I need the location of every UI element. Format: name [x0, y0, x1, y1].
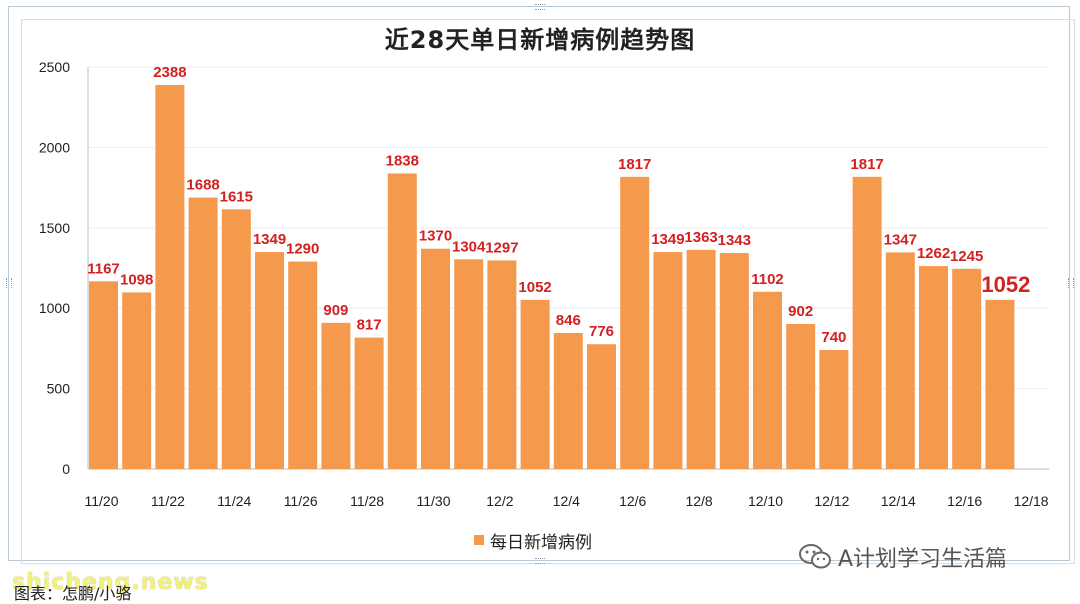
legend-swatch — [474, 535, 484, 545]
bar — [188, 197, 218, 470]
y-tick-label: 2500 — [39, 59, 70, 75]
x-tick-label: 12/12 — [814, 493, 849, 509]
chart-title: 近28天单日新增病例趋势图 — [384, 26, 696, 54]
watermark-text: A计划学习生活篇 — [838, 547, 1008, 572]
chart-frame-inner — [21, 19, 1075, 564]
x-tick-label: 12/10 — [748, 493, 783, 509]
bar — [852, 176, 882, 469]
bar — [421, 248, 450, 469]
data-label: 740 — [821, 329, 846, 346]
data-label: 1817 — [618, 156, 651, 173]
bar — [786, 323, 816, 469]
data-label: 1349 — [253, 231, 286, 248]
bar — [89, 281, 118, 469]
data-label: 1349 — [651, 231, 684, 248]
y-tick-label: 1500 — [39, 220, 70, 236]
y-tick-label: 500 — [47, 381, 71, 397]
data-label: 846 — [556, 312, 581, 329]
data-label: 1304 — [452, 238, 486, 255]
watermark: A计划学习生活篇 — [798, 540, 1007, 574]
bar — [885, 252, 915, 469]
bars — [89, 85, 1015, 470]
x-tick-label: 11/26 — [284, 493, 318, 509]
data-label: 1688 — [186, 177, 219, 194]
resize-handle-top[interactable] — [535, 4, 545, 10]
bar — [487, 260, 517, 469]
site-watermark: shicheng.news — [12, 570, 209, 595]
data-label: 1363 — [684, 229, 717, 246]
x-tick-label: 12/6 — [619, 493, 646, 509]
bar — [122, 292, 152, 469]
x-tick-label: 12/2 — [486, 493, 513, 509]
y-tick-label: 0 — [62, 461, 70, 477]
bar — [321, 322, 351, 469]
data-label: 1838 — [386, 152, 419, 169]
data-label: 1052 — [981, 272, 1030, 297]
data-label: 1102 — [751, 271, 784, 288]
data-label: 1262 — [917, 245, 950, 262]
bar — [653, 252, 683, 469]
data-label: 2388 — [153, 64, 186, 81]
bar — [553, 332, 583, 469]
legend: 每日新增病例 — [474, 528, 592, 553]
x-tick-label: 12/4 — [553, 493, 580, 509]
data-label: 1343 — [718, 232, 751, 249]
data-labels: 1167109823881688161513491290909817183813… — [87, 64, 1030, 346]
x-tick-labels: 11/20 11/22 11/24 11/26 11/28 11/30 12/2 12/4 12… — [85, 493, 1049, 509]
bar — [620, 176, 650, 469]
bar — [255, 252, 284, 469]
bar — [221, 209, 251, 470]
data-label: 817 — [357, 317, 382, 334]
y-tick-labels: 0 500 1000 1500 2000 2500 — [39, 59, 70, 477]
x-tick-label: 11/30 — [417, 493, 451, 509]
resize-handle-right[interactable] — [1068, 278, 1074, 288]
x-tick-label: 11/22 — [151, 493, 185, 509]
bar — [454, 259, 484, 469]
data-label: 902 — [788, 303, 813, 320]
data-label: 1615 — [220, 188, 253, 205]
data-label: 1290 — [286, 241, 319, 258]
bar — [919, 266, 948, 469]
wechat-icon — [799, 544, 831, 569]
x-tick-label: 11/28 — [350, 493, 384, 509]
bar — [985, 299, 1015, 469]
resize-handle-bottom[interactable] — [535, 558, 545, 564]
data-label: 1297 — [485, 239, 518, 256]
data-label: 1817 — [850, 156, 883, 173]
bar — [952, 268, 982, 469]
bar — [587, 344, 616, 469]
y-tick-label: 1000 — [39, 300, 70, 316]
x-tick-label: 11/24 — [217, 493, 251, 509]
x-tick-label: 12/8 — [685, 493, 712, 509]
legend-label: 每日新增病例 — [490, 532, 592, 553]
data-label: 909 — [323, 302, 348, 319]
data-label: 1098 — [120, 271, 153, 288]
data-label: 1370 — [419, 228, 452, 245]
y-tick-label: 2000 — [39, 139, 70, 155]
bar — [387, 173, 417, 470]
data-label: 1167 — [87, 260, 120, 277]
bar — [719, 253, 749, 469]
x-tick-label: 12/14 — [881, 493, 916, 509]
data-label: 1245 — [950, 248, 983, 265]
bar — [354, 337, 384, 469]
resize-handle-left[interactable] — [6, 278, 12, 288]
data-label: 1052 — [518, 279, 551, 296]
bar — [753, 291, 782, 469]
x-tick-label: 12/18 — [1014, 493, 1049, 509]
chart-credit: 图表：怎鹏/小骆 — [14, 584, 132, 603]
data-label: 776 — [589, 323, 614, 340]
data-label: 1347 — [884, 231, 917, 248]
bar — [819, 350, 849, 469]
bar — [520, 299, 550, 469]
bar — [288, 261, 318, 469]
x-tick-label: 11/20 — [85, 493, 119, 509]
bar — [686, 249, 716, 469]
bar — [155, 85, 185, 470]
x-tick-label: 12/16 — [947, 493, 982, 509]
